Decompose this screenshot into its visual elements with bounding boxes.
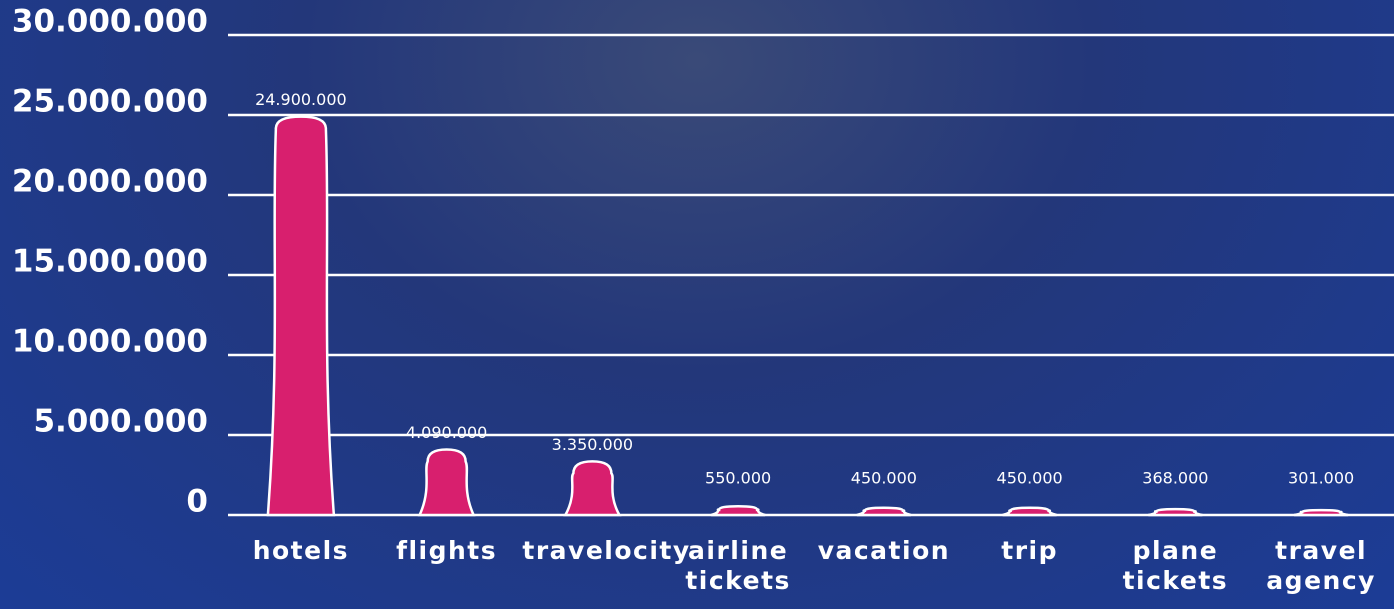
- bar: [565, 461, 619, 515]
- bar: [1148, 509, 1202, 515]
- x-tick-label: flights: [377, 536, 517, 566]
- bar: [420, 450, 474, 515]
- y-tick-label: 10.000.000: [12, 324, 208, 360]
- y-tick-label: 0: [186, 484, 208, 520]
- bar: [857, 508, 911, 515]
- bar: [1003, 508, 1057, 515]
- y-tick-label: 15.000.000: [12, 244, 208, 280]
- x-tick-label: vacation: [814, 536, 954, 566]
- x-tick-label: hotels: [231, 536, 371, 566]
- value-label: 24.900.000: [255, 90, 347, 109]
- x-tick-label: travel agency: [1251, 536, 1391, 596]
- value-label: 368.000: [1142, 469, 1208, 488]
- x-tick-label: plane tickets: [1105, 536, 1245, 596]
- value-label: 3.350.000: [552, 435, 633, 454]
- y-tick-label: 30.000.000: [12, 4, 208, 40]
- bar: [268, 117, 334, 515]
- value-label: 4.090.000: [406, 423, 487, 442]
- value-label: 450.000: [851, 469, 917, 488]
- y-tick-label: 5.000.000: [33, 404, 208, 440]
- y-tick-label: 25.000.000: [12, 84, 208, 120]
- x-tick-label: trip: [960, 536, 1100, 566]
- chart-svg: 0 5.000.000 10.000.000 15.000.000 20.000.000…: [0, 0, 1394, 609]
- x-tick-label: airline tickets: [668, 536, 808, 596]
- value-label: 301.000: [1288, 469, 1354, 488]
- value-label: 550.000: [705, 469, 771, 488]
- bar: [711, 506, 765, 515]
- value-label: 450.000: [997, 469, 1063, 488]
- bar: [1294, 510, 1348, 515]
- chart: 0 5.000.000 10.000.000 15.000.000 20.000.000…: [0, 0, 1394, 609]
- y-tick-label: 20.000.000: [12, 164, 208, 200]
- x-tick-label: travelocity: [522, 536, 662, 566]
